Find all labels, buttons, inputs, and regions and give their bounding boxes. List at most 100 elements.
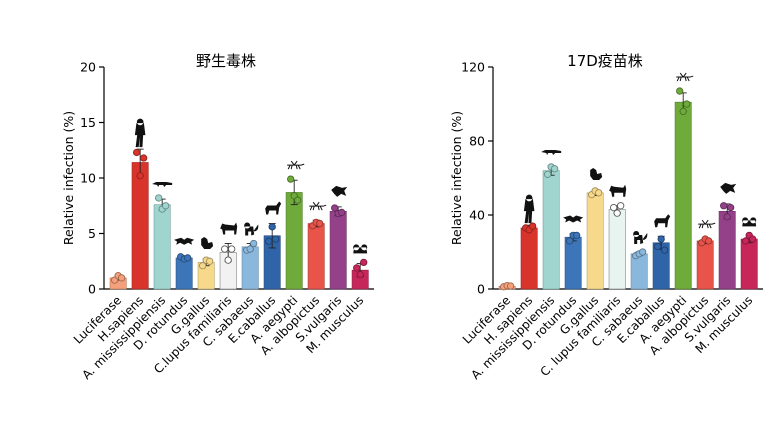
horse-icon (654, 214, 671, 228)
data-point (265, 237, 273, 245)
data-point (639, 248, 647, 256)
bar (740, 238, 758, 290)
chart-title: 17D疫苗株 (567, 52, 643, 70)
bar (696, 240, 714, 290)
data-point (742, 237, 750, 245)
data-point (287, 175, 295, 183)
bar (153, 204, 171, 290)
data-point (705, 237, 713, 245)
data-point (294, 196, 302, 204)
mosquito-icon (698, 219, 716, 229)
y-tick-label: 20 (80, 60, 96, 75)
data-point (140, 154, 148, 162)
mosquito-icon (676, 72, 694, 82)
bar (630, 253, 648, 290)
data-point (676, 87, 684, 95)
data-point (118, 274, 126, 282)
data-point (199, 262, 207, 270)
data-point (683, 100, 691, 108)
mouse-icon (742, 217, 757, 227)
data-point (610, 203, 618, 212)
data-point (268, 223, 276, 231)
human-icon (523, 194, 535, 224)
data-point (136, 172, 144, 180)
bar (241, 246, 259, 290)
bar (718, 211, 736, 290)
y-tick-label: 80 (469, 134, 485, 149)
data-point (727, 203, 735, 212)
y-tick-label: 15 (80, 115, 96, 130)
data-point (720, 202, 728, 210)
data-point (749, 235, 757, 243)
y-axis-label: Relative infection (%) (449, 111, 464, 245)
bat-icon (174, 237, 195, 245)
data-point (228, 245, 236, 253)
data-point (338, 208, 346, 217)
data-point (566, 237, 574, 245)
mosquito-icon (309, 201, 327, 211)
monkey-icon (633, 231, 648, 244)
bar (131, 162, 149, 290)
data-point (224, 256, 232, 264)
data-point (356, 270, 364, 279)
y-tick-label: 40 (469, 208, 485, 223)
bar (674, 101, 692, 290)
mosquito-icon (287, 160, 305, 170)
bar (285, 192, 303, 290)
data-point (250, 239, 258, 248)
bat-icon (563, 215, 584, 223)
croc-icon (541, 149, 562, 155)
data-point (506, 282, 515, 290)
bar (329, 211, 347, 290)
bird-icon (720, 182, 737, 194)
croc-icon (152, 181, 173, 187)
data-point (331, 204, 339, 212)
data-point (246, 245, 254, 253)
y-tick-label: 5 (88, 226, 96, 241)
bar (564, 236, 582, 290)
bar (307, 223, 325, 290)
y-tick-label: 0 (477, 282, 485, 297)
chicken-icon (201, 237, 214, 254)
data-point (162, 202, 170, 210)
human-icon (134, 118, 146, 148)
bar (608, 209, 626, 290)
data-point (360, 258, 368, 267)
data-point (316, 219, 324, 228)
monkey-icon (244, 222, 259, 236)
data-point (544, 170, 552, 178)
data-point (551, 165, 559, 173)
bar (520, 227, 538, 290)
data-point (657, 235, 665, 243)
bar (586, 192, 604, 290)
bar (542, 170, 560, 290)
data-point (155, 194, 163, 202)
chicken-icon (590, 168, 603, 185)
data-point (661, 246, 669, 254)
y-tick-label: 0 (88, 282, 96, 297)
data-point (617, 202, 625, 210)
data-point (573, 231, 581, 240)
bird-icon (331, 185, 348, 197)
data-point (723, 213, 731, 221)
y-axis-label: Relative infection (%) (61, 111, 76, 245)
horse-icon (265, 201, 282, 215)
data-point (133, 148, 141, 157)
data-point (353, 264, 361, 272)
dog-icon (220, 222, 238, 235)
data-point (184, 254, 192, 262)
data-point (529, 222, 537, 230)
data-point (654, 242, 662, 251)
y-tick-label: 10 (80, 171, 96, 186)
data-point (221, 245, 229, 253)
chart-title: 野生毒株 (196, 52, 256, 70)
data-point (613, 209, 621, 217)
mouse-icon (353, 244, 368, 254)
y-tick-label: 120 (461, 60, 485, 75)
data-point (595, 189, 603, 197)
data-point (679, 107, 687, 116)
